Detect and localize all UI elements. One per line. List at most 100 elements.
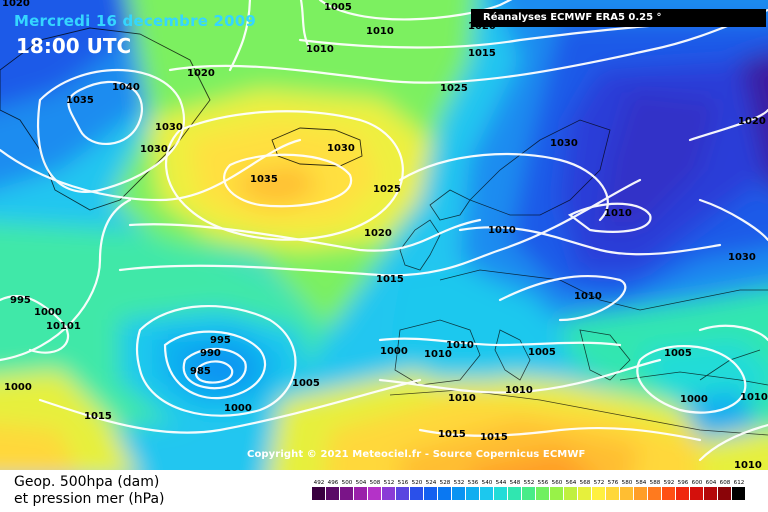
scale-tick-label: 504 xyxy=(356,480,367,486)
isobar-label: 1010 xyxy=(424,349,452,360)
scale-tick-label: 532 xyxy=(454,480,465,486)
isobar-label: 1010 xyxy=(306,44,334,55)
scale-tick-label: 512 xyxy=(384,480,395,486)
scale-tick-label: 516 xyxy=(398,480,409,486)
scale-tick-label: 588 xyxy=(650,480,661,486)
scale-swatch xyxy=(508,487,521,500)
weather-map: 1020 1005 1010 1010 1020 1015 1020 1040 … xyxy=(0,0,768,470)
isobar-label: 985 xyxy=(190,366,211,377)
scale-swatch xyxy=(718,487,731,500)
scale-swatch xyxy=(480,487,493,500)
isobar-label: 1020 xyxy=(738,116,766,127)
isobar-label: 1030 xyxy=(140,144,168,155)
legend-title: Geop. 500hpa (dam) xyxy=(14,474,160,490)
map-time: 18:00 UTC xyxy=(16,34,132,58)
isobar-label: 1010 xyxy=(366,26,394,37)
scale-swatch xyxy=(550,487,563,500)
isobar-label: 1010 xyxy=(446,340,474,351)
scale-swatch xyxy=(564,487,577,500)
isobar-label: 1005 xyxy=(664,348,692,359)
isobar-label: 1000 xyxy=(4,382,32,393)
isobar-label: 1000 xyxy=(34,307,62,318)
isobar-labels: 1020 1005 1010 1010 1020 1015 1020 1040 … xyxy=(2,0,768,470)
scale-tick-label: 520 xyxy=(412,480,423,486)
isobar-label: 1025 xyxy=(373,184,401,195)
isobar-label: 1010 xyxy=(448,393,476,404)
scale-swatch xyxy=(466,487,479,500)
isobar-lines xyxy=(0,0,768,460)
color-scale: 492 496 500 504 508 512 516 520 524 528 532 536 540 5… xyxy=(312,480,745,500)
source-banner: Réanalyses ECMWF ERA5 0.25 ° xyxy=(471,9,766,27)
legend-subtitle: et pression mer (hPa) xyxy=(14,491,165,507)
isobar-label: 1015 xyxy=(468,48,496,59)
scale-tick-label: 592 xyxy=(664,480,675,486)
isobar-label: 1010 xyxy=(574,291,602,302)
scale-swatch xyxy=(620,487,633,500)
scale-tick-label: 576 xyxy=(608,480,619,486)
scale-tick-label: 604 xyxy=(706,480,717,486)
scale-tick-label: 552 xyxy=(524,480,535,486)
isobar-label: 1005 xyxy=(292,378,320,389)
scale-tick-label: 492 xyxy=(314,480,325,486)
isobar-label: 1040 xyxy=(112,82,140,93)
scale-swatch xyxy=(676,487,689,500)
scale-tick-label: 600 xyxy=(692,480,703,486)
isobar-label: 1025 xyxy=(440,83,468,94)
iceland-landmass xyxy=(271,127,363,167)
isobar-label: 990 xyxy=(200,348,221,359)
isobar-label: 1020 xyxy=(364,228,392,239)
scale-swatch xyxy=(424,487,437,500)
isobar-label: 1015 xyxy=(480,432,508,443)
scale-swatch xyxy=(326,487,339,500)
scale-tick-label: 580 xyxy=(622,480,633,486)
scale-tick-label: 584 xyxy=(636,480,647,486)
isobar-label: 1020 xyxy=(187,68,215,79)
isobar-label: 1030 xyxy=(550,138,578,149)
scale-tick-label: 568 xyxy=(580,480,591,486)
isobar-label: 1035 xyxy=(66,95,94,106)
isobar-label: 1005 xyxy=(528,347,556,358)
isobar-label: 10101 xyxy=(46,321,81,332)
scale-swatch xyxy=(396,487,409,500)
scale-swatch xyxy=(452,487,465,500)
isobar-label: 1020 xyxy=(2,0,30,9)
scale-tick-label: 524 xyxy=(426,480,437,486)
isobar-label: 995 xyxy=(10,295,31,306)
scale-swatch xyxy=(536,487,549,500)
scale-swatch xyxy=(494,487,507,500)
scale-tick-label: 508 xyxy=(370,480,381,486)
map-date: Mercredi 16 decembre 2009 xyxy=(14,12,257,30)
scale-swatch xyxy=(410,487,423,500)
isobar-label: 1015 xyxy=(376,274,404,285)
scale-tick-label: 500 xyxy=(342,480,353,486)
scale-swatch xyxy=(340,487,353,500)
isobar-label: 1010 xyxy=(740,392,768,403)
scale-tick-label: 528 xyxy=(440,480,451,486)
scale-tick-label: 544 xyxy=(496,480,507,486)
scale-swatch xyxy=(438,487,451,500)
scale-swatch xyxy=(648,487,661,500)
isobar-label: 1030 xyxy=(327,143,355,154)
scale-swatch xyxy=(634,487,647,500)
scale-tick-label: 596 xyxy=(678,480,689,486)
scale-swatch xyxy=(312,487,325,500)
isobar-label: 995 xyxy=(210,335,231,346)
europe-coastlines xyxy=(389,119,768,436)
scale-swatch xyxy=(522,487,535,500)
scale-swatch xyxy=(704,487,717,500)
isobar-label: 1000 xyxy=(380,346,408,357)
isobar-label: 1015 xyxy=(438,429,466,440)
scale-tick-label: 560 xyxy=(552,480,563,486)
scale-swatch xyxy=(592,487,605,500)
scale-swatch xyxy=(662,487,675,500)
isobar-label: 1030 xyxy=(728,252,756,263)
scale-swatch xyxy=(732,487,745,500)
scale-tick-label: 548 xyxy=(510,480,521,486)
isobar-label: 1000 xyxy=(224,403,252,414)
isobar-label: 1010 xyxy=(488,225,516,236)
scale-swatch xyxy=(382,487,395,500)
scale-swatch xyxy=(606,487,619,500)
scale-tick-label: 536 xyxy=(468,480,479,486)
scale-tick-label: 496 xyxy=(328,480,339,486)
isobar-label: 1005 xyxy=(324,2,352,13)
